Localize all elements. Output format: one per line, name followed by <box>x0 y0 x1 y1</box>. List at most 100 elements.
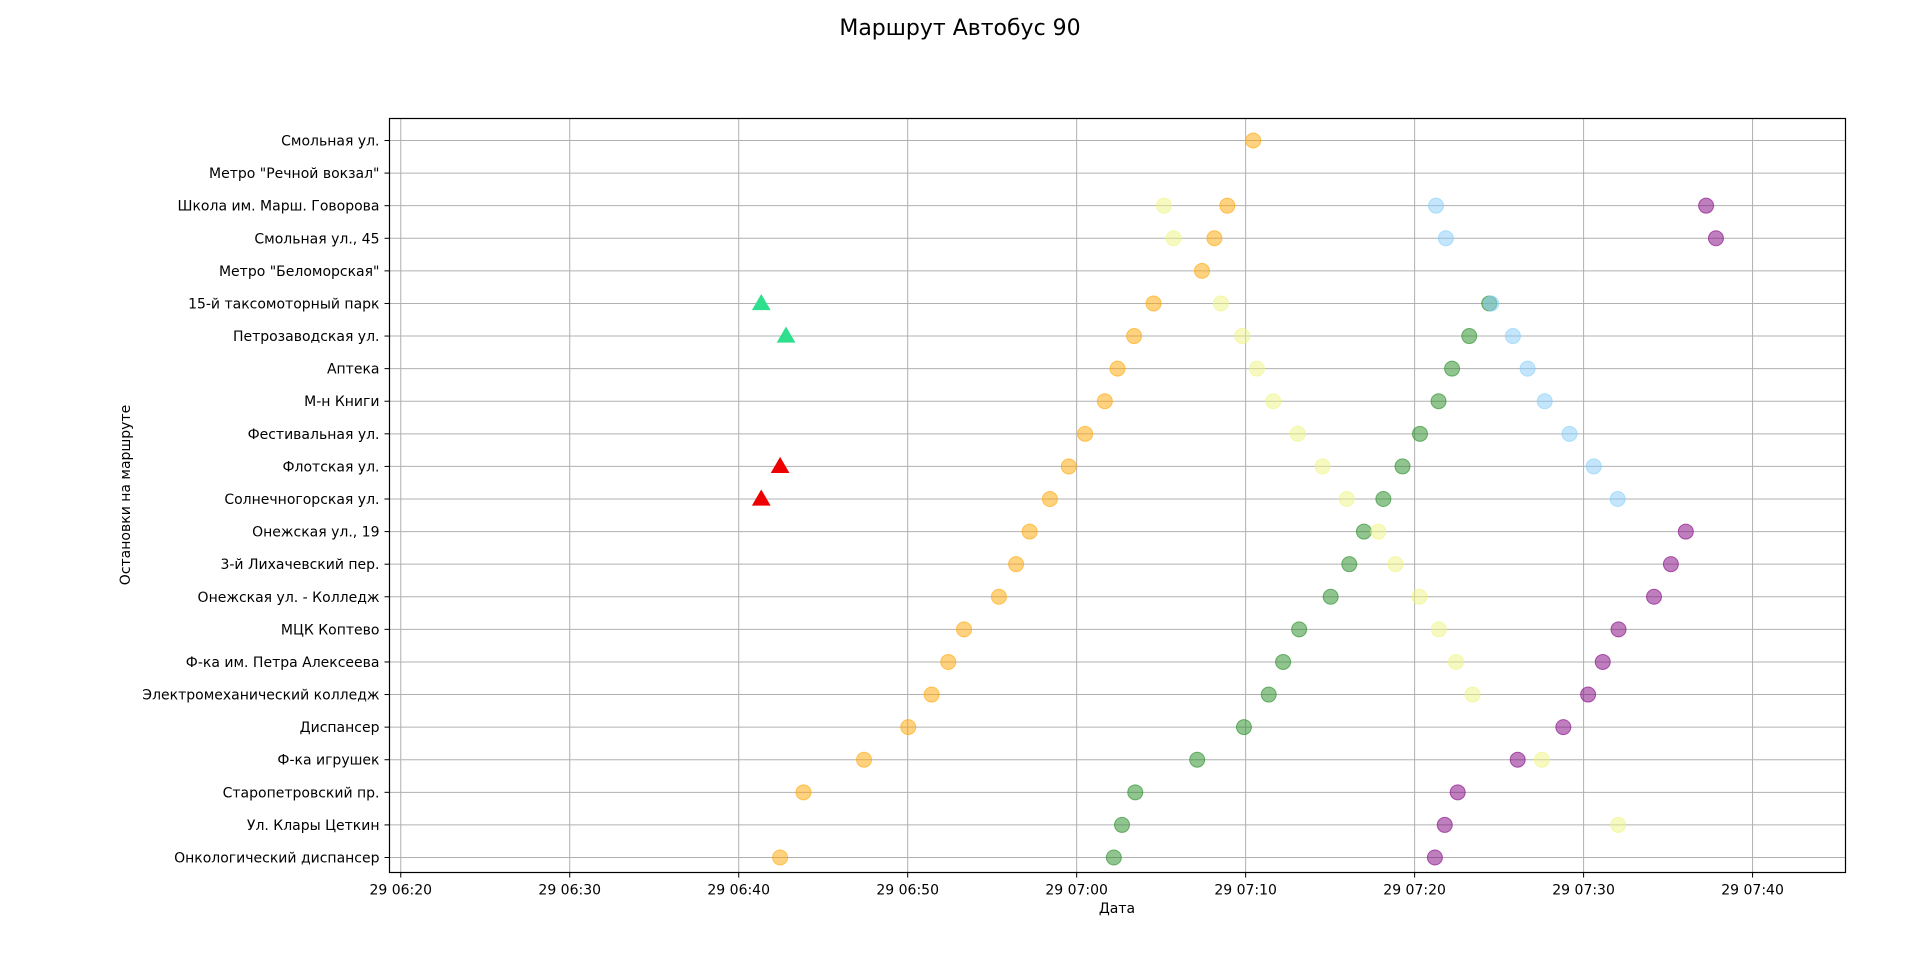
circle-marker <box>1206 230 1223 247</box>
y-tick-label: Ул. Клары Цеткин <box>247 818 380 834</box>
circle-marker <box>1234 328 1251 345</box>
y-tick-label: 15-й таксомоторный парк <box>188 296 379 312</box>
y-tick-label: М-н Книги <box>304 394 379 410</box>
circle-marker <box>1114 816 1131 833</box>
circle-marker <box>1464 686 1481 703</box>
circle-marker <box>795 784 812 801</box>
y-tick-label: Метро "Речной вокзал" <box>209 166 379 182</box>
y-tick-label: Онежская ул. - Колледж <box>198 590 380 606</box>
circle-marker <box>1126 328 1143 345</box>
circle-marker <box>940 653 957 670</box>
y-tick-label: Флотская ул. <box>282 459 379 475</box>
chart-title: Маршрут Автобус 90 <box>839 16 1080 41</box>
circle-marker <box>1585 458 1602 475</box>
y-tick-label: Смольная ул. <box>281 134 379 150</box>
y-tick-label: Аптека <box>327 362 380 378</box>
y-tick-label: МЦК Коптево <box>281 622 380 638</box>
circle-marker <box>1041 491 1058 507</box>
circle-marker <box>1289 425 1306 442</box>
circle-marker <box>1449 784 1466 801</box>
circle-marker <box>1698 197 1715 214</box>
circle-marker <box>1265 393 1282 410</box>
y-axis-label: Остановки на маршруте <box>118 405 134 585</box>
x-tick-label: 29 07:30 <box>1552 883 1615 899</box>
x-axis-label: Дата <box>1099 901 1135 917</box>
circle-marker <box>1610 816 1627 833</box>
circle-marker <box>1248 360 1265 377</box>
y-tick-label: Онкологический диспансер <box>174 851 380 867</box>
y-tick-label: Ф-ка им. Петра Алексеева <box>186 655 380 671</box>
circle-marker <box>990 588 1007 605</box>
circle-marker <box>1707 230 1724 247</box>
circle-marker <box>1536 393 1553 410</box>
circle-marker <box>1610 621 1627 638</box>
circle-marker <box>1008 556 1025 573</box>
circle-marker <box>1444 360 1461 377</box>
x-tick-label: 29 06:30 <box>538 883 601 899</box>
circle-marker <box>1314 458 1331 475</box>
circle-marker <box>1645 588 1662 605</box>
circle-marker <box>1555 719 1572 736</box>
circle-marker <box>1594 653 1611 670</box>
y-tick-label: Петрозаводская ул. <box>233 329 380 345</box>
x-tick-label: 29 07:20 <box>1383 883 1446 899</box>
circle-marker <box>1127 784 1144 801</box>
circle-marker <box>856 751 873 768</box>
circle-marker <box>1145 295 1162 312</box>
circle-marker <box>1165 230 1182 247</box>
circle-marker <box>1662 556 1679 573</box>
circle-marker <box>1533 751 1550 768</box>
circle-marker <box>1411 425 1428 442</box>
circle-marker <box>1387 556 1404 573</box>
circle-marker <box>1394 458 1411 475</box>
triangle-marker <box>776 326 796 343</box>
circle-marker <box>1235 719 1252 736</box>
circle-marker <box>1219 197 1236 214</box>
y-tick-label: Электромеханический колледж <box>142 688 380 704</box>
circle-marker <box>1375 491 1392 507</box>
circle-marker <box>1580 686 1597 703</box>
circle-marker <box>1355 523 1372 540</box>
circle-marker <box>1483 295 1500 312</box>
circle-marker <box>1109 360 1126 377</box>
y-tick-label: Старопетровский пр. <box>223 785 380 801</box>
x-tick-label: 29 06:20 <box>369 883 432 899</box>
circle-marker <box>1245 132 1262 149</box>
circle-marker <box>1461 328 1478 345</box>
circle-marker <box>1448 653 1465 670</box>
circle-marker <box>1341 556 1358 573</box>
y-tick-label: Смольная ул., 45 <box>254 231 379 247</box>
circle-marker <box>923 686 940 703</box>
triangle-marker <box>751 489 771 506</box>
circle-marker <box>1077 425 1094 442</box>
circle-marker <box>1437 230 1454 247</box>
circle-marker <box>1189 751 1206 768</box>
circle-marker <box>1021 523 1038 540</box>
circle-marker <box>1426 849 1443 866</box>
circle-marker <box>1155 197 1172 214</box>
data-points <box>751 132 1724 866</box>
x-tick-label: 29 07:10 <box>1214 883 1277 899</box>
circle-marker <box>1519 360 1536 377</box>
circle-marker <box>1561 425 1578 442</box>
y-tick-label: Солнечногорская ул. <box>224 492 379 508</box>
circle-marker <box>1212 295 1229 312</box>
circle-marker <box>1430 621 1447 638</box>
y-tick-label: Метро "Беломорская" <box>219 264 380 280</box>
circle-marker <box>1338 491 1355 507</box>
y-tick-label: Фестивальная ул. <box>248 427 380 443</box>
circle-marker <box>1509 751 1526 768</box>
circle-marker <box>956 621 973 638</box>
x-tick-label: 29 06:50 <box>876 883 939 899</box>
circle-marker <box>1322 588 1339 605</box>
circle-marker <box>1430 393 1447 410</box>
circle-marker <box>1411 588 1428 605</box>
y-tick-label: Онежская ул., 19 <box>252 525 379 541</box>
circle-marker <box>772 849 789 866</box>
circle-marker <box>1504 328 1521 345</box>
circle-marker <box>1428 197 1445 214</box>
triangle-marker <box>770 456 790 474</box>
plot-frame <box>388 117 1847 874</box>
x-axis-ticks: 29 06:20 29 06:30 29 06:40 29 06:50 29 07:00… <box>369 872 1784 899</box>
